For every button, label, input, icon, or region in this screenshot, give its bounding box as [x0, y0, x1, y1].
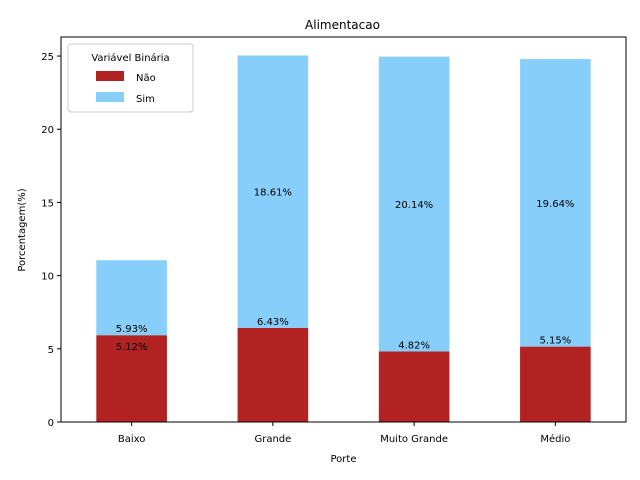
bar-nao-2	[378, 351, 450, 422]
x-tick-label-0: Baixo	[118, 434, 146, 445]
y-tick-label-0: 0	[48, 418, 54, 429]
legend-swatch-sim	[96, 92, 124, 102]
x-tick-label-2: Muito Grande	[380, 434, 448, 445]
legend-title: Variável Binária	[91, 52, 169, 64]
bar-nao-3	[520, 346, 591, 422]
y-tick-label-3: 15	[41, 198, 54, 209]
y-tick-label-1: 5	[48, 345, 54, 356]
data-label-nao-3: 5.15%	[539, 336, 571, 347]
bar-nao-0	[96, 335, 167, 422]
legend-label-nao: Não	[136, 73, 156, 84]
chart-title: Alimentacao	[305, 18, 380, 32]
data-label-sim-3: 19.64%	[536, 199, 574, 210]
bar-sim-3	[520, 59, 591, 347]
y-tick-label-2: 10	[41, 272, 54, 283]
data-label-nao-0: 5.93%	[116, 324, 148, 335]
bar-nao-1	[237, 327, 309, 422]
data-label-sim-2: 20.14%	[395, 200, 433, 211]
data-label-sim-1: 18.61%	[254, 188, 292, 199]
legend: Variável Binária Não Sim	[67, 43, 194, 113]
x-axis-label: Porte	[331, 454, 357, 465]
x-tick-label-3: Médio	[540, 433, 570, 445]
data-label-sim-0: 5.12%	[116, 342, 148, 353]
y-axis-label: Porcentagem(%)	[17, 188, 28, 271]
bar-sim-1	[237, 55, 309, 328]
plot-frame	[60, 36, 627, 423]
x-tick-label-1: Grande	[254, 434, 291, 445]
legend-label-sim: Sim	[136, 94, 155, 105]
bar-sim-2	[378, 56, 450, 352]
data-label-nao-1: 6.43%	[257, 317, 289, 328]
data-label-nao-2: 4.82%	[398, 340, 430, 351]
legend-swatch-nao	[96, 71, 124, 81]
y-tick-label-5: 25	[41, 52, 54, 63]
y-tick-label-4: 20	[41, 125, 54, 136]
plot-area: 5.93% 5.12% 6.43% 18.61% 4.82% 20.14% 5.15% 19.…	[96, 55, 591, 422]
bar-sim-0	[96, 260, 167, 336]
